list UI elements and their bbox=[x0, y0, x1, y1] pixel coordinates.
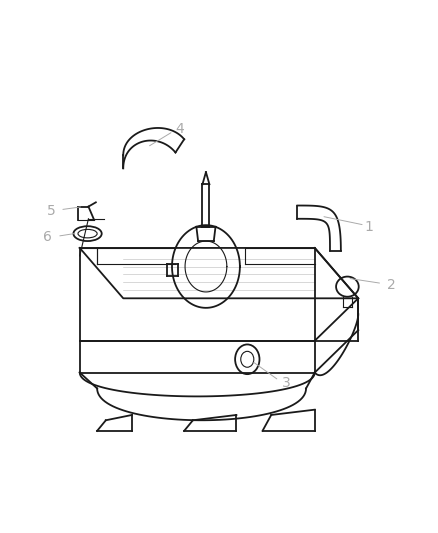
Text: 4: 4 bbox=[176, 122, 184, 135]
Text: 2: 2 bbox=[387, 278, 395, 292]
Text: 3: 3 bbox=[282, 376, 291, 390]
Text: 5: 5 bbox=[47, 204, 56, 218]
Ellipse shape bbox=[78, 229, 97, 238]
Circle shape bbox=[241, 351, 254, 367]
Text: 1: 1 bbox=[365, 220, 374, 234]
Text: 6: 6 bbox=[42, 230, 52, 244]
Ellipse shape bbox=[74, 226, 102, 241]
Circle shape bbox=[235, 344, 259, 374]
Ellipse shape bbox=[336, 277, 359, 297]
